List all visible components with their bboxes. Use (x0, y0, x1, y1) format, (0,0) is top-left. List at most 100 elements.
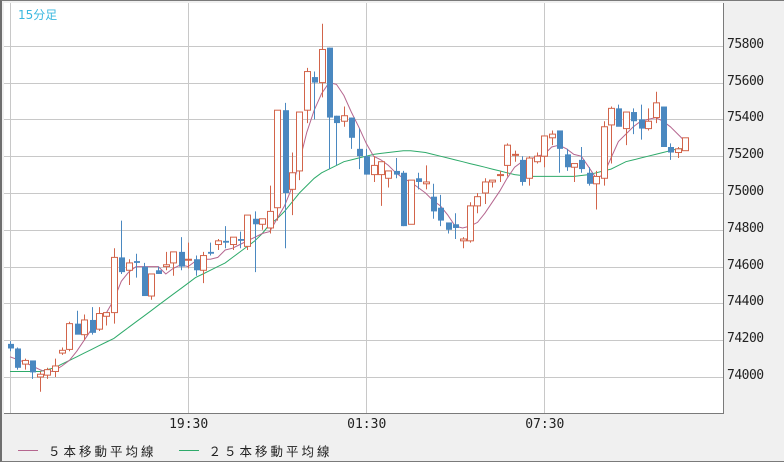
y-tick-label: 75800 (727, 36, 764, 52)
candle (327, 47, 333, 170)
candle (653, 91, 660, 124)
x-tick-label: 01:30 (347, 417, 387, 432)
candle (423, 165, 430, 190)
timeframe-title: 15分足 (18, 8, 58, 22)
candle (587, 167, 593, 186)
candle (334, 115, 340, 166)
y-tick-label: 75600 (727, 73, 764, 89)
candle (75, 310, 81, 335)
candle (453, 213, 459, 239)
y-tick-label: 74000 (727, 368, 764, 383)
legend-label-ma5: ５本移動平均線 (48, 444, 157, 459)
legend-item-ma25: ２５本移動平均線 (178, 441, 333, 460)
candle (8, 341, 14, 352)
candle (416, 172, 422, 190)
candle (200, 251, 207, 284)
candle (185, 242, 192, 269)
candle (96, 307, 103, 331)
candle (66, 321, 73, 352)
candle (208, 242, 214, 256)
candle (44, 367, 51, 379)
candle (394, 158, 400, 179)
candle (119, 220, 125, 274)
candle (631, 108, 637, 135)
x-tick-label: 19:30 (169, 417, 209, 432)
candle (639, 104, 645, 140)
candle (385, 170, 392, 188)
candle (259, 218, 266, 230)
plot-area: 15分足 (4, 3, 724, 414)
y-tick-label: 74600 (727, 257, 764, 273)
candle (341, 106, 348, 127)
candle (30, 360, 36, 379)
candle (526, 156, 533, 186)
candle (438, 194, 444, 227)
candle (489, 179, 496, 188)
candle (289, 152, 296, 216)
candle (504, 143, 511, 177)
candle (549, 130, 556, 146)
candle (482, 178, 489, 205)
candle (645, 108, 652, 131)
candle (349, 117, 355, 149)
candle (223, 226, 229, 249)
candle (446, 222, 452, 234)
candle (304, 67, 311, 124)
candle (460, 237, 467, 249)
candle (579, 147, 585, 173)
candle (37, 371, 44, 392)
candle (357, 128, 363, 170)
candle (148, 273, 155, 300)
legend: ５本移動平均線 ２５本移動平均線 (18, 441, 355, 460)
y-tick-label: 74800 (727, 220, 764, 236)
candle (474, 193, 481, 214)
candle (312, 71, 318, 120)
candle (163, 251, 170, 271)
candle (319, 23, 326, 98)
candle (534, 152, 541, 164)
candle (378, 161, 385, 206)
candle (238, 231, 244, 249)
candle (601, 121, 608, 186)
candle (541, 135, 548, 168)
candle (682, 137, 689, 152)
y-tick-label: 75200 (727, 147, 764, 163)
candle (623, 111, 630, 146)
candle (179, 237, 185, 271)
candle (520, 156, 526, 186)
candle (142, 262, 148, 297)
candle (244, 214, 251, 251)
candle (274, 109, 281, 221)
candle (557, 130, 563, 173)
candle (156, 266, 162, 274)
candle (126, 259, 133, 285)
y-tick-label: 74400 (727, 294, 764, 310)
candle (215, 239, 222, 251)
candle (608, 106, 615, 164)
ma25-line (10, 148, 686, 372)
candle (431, 183, 437, 219)
candle (467, 202, 474, 243)
ma5-line (9, 82, 686, 373)
candle (59, 347, 66, 355)
candle (408, 179, 415, 225)
candle (81, 314, 88, 341)
candle (675, 147, 682, 159)
candle (571, 163, 578, 182)
legend-item-ma5: ５本移動平均線 (18, 441, 157, 460)
candle (668, 143, 674, 160)
candle (593, 170, 600, 210)
candle (111, 248, 118, 324)
candle (134, 253, 140, 278)
ma5-swatch-icon (18, 450, 38, 451)
candle (364, 148, 370, 175)
y-tick-label: 74200 (727, 331, 764, 347)
candle (616, 104, 622, 127)
ma25-swatch-icon (178, 450, 199, 451)
candle (90, 307, 96, 335)
candle (661, 106, 667, 147)
candle (170, 251, 177, 276)
candle (565, 148, 571, 171)
candle (371, 156, 378, 182)
